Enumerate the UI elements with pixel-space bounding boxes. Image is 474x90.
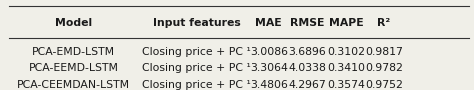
Text: 0.9817: 0.9817 [365, 47, 403, 57]
Text: PCA-EEMD-LSTM: PCA-EEMD-LSTM [28, 63, 118, 73]
Text: 3.6896: 3.6896 [288, 47, 326, 57]
Text: Model: Model [55, 17, 92, 28]
Text: 4.2967: 4.2967 [288, 80, 326, 90]
Text: 0.3410: 0.3410 [327, 63, 365, 73]
Text: 0.3102: 0.3102 [327, 47, 365, 57]
Text: 0.3574: 0.3574 [327, 80, 365, 90]
Text: 3.4806: 3.4806 [250, 80, 288, 90]
Text: Closing price + PC ¹: Closing price + PC ¹ [142, 63, 251, 73]
Text: Input features: Input features [153, 17, 241, 28]
Text: MAE: MAE [255, 17, 282, 28]
Text: PCA-CEEMDAN-LSTM: PCA-CEEMDAN-LSTM [17, 80, 130, 90]
Text: RMSE: RMSE [290, 17, 324, 28]
Text: Closing price + PC ¹: Closing price + PC ¹ [142, 47, 251, 57]
Text: 4.0338: 4.0338 [288, 63, 326, 73]
Text: 3.3064: 3.3064 [250, 63, 288, 73]
Text: R²: R² [377, 17, 391, 28]
Text: 0.9782: 0.9782 [365, 63, 403, 73]
Text: 3.0086: 3.0086 [250, 47, 288, 57]
Text: PCA-EMD-LSTM: PCA-EMD-LSTM [32, 47, 115, 57]
Text: Closing price + PC ¹: Closing price + PC ¹ [142, 80, 251, 90]
Text: 0.9752: 0.9752 [365, 80, 403, 90]
Text: MAPE: MAPE [328, 17, 364, 28]
